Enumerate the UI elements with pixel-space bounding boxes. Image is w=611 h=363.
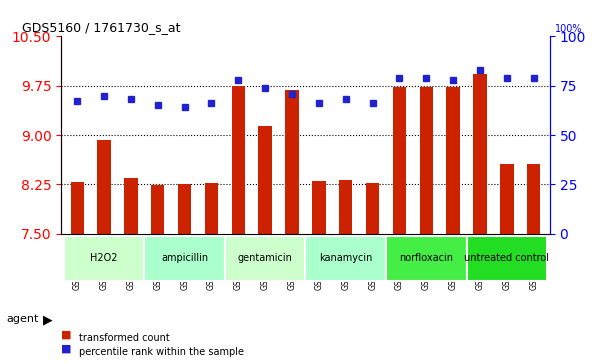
Bar (151, 185, 164, 234)
Text: percentile rank within the sample: percentile rank within the sample (79, 347, 244, 357)
Bar (70, 183, 84, 234)
Bar (312, 181, 326, 234)
FancyBboxPatch shape (467, 236, 547, 281)
Text: kanamycin: kanamycin (319, 253, 373, 264)
Bar (258, 126, 272, 234)
FancyBboxPatch shape (386, 236, 467, 281)
FancyBboxPatch shape (306, 236, 386, 281)
Text: agent: agent (6, 314, 38, 325)
Text: ■: ■ (61, 344, 71, 354)
Text: transformed count: transformed count (79, 333, 170, 343)
Bar (339, 180, 353, 234)
Text: ■: ■ (61, 330, 71, 340)
Bar (205, 183, 218, 234)
Text: ampicillin: ampicillin (161, 253, 208, 264)
Bar (393, 87, 406, 234)
Bar (500, 164, 514, 234)
Text: untreated control: untreated control (464, 253, 549, 264)
Text: ▶: ▶ (43, 313, 53, 326)
Bar (285, 90, 299, 234)
Bar (97, 140, 111, 234)
Bar (420, 87, 433, 234)
Bar (527, 164, 541, 234)
Text: norfloxacin: norfloxacin (400, 253, 453, 264)
Text: H2O2: H2O2 (90, 253, 118, 264)
Bar (474, 74, 487, 234)
FancyBboxPatch shape (144, 236, 225, 281)
FancyBboxPatch shape (225, 236, 306, 281)
FancyBboxPatch shape (64, 236, 144, 281)
Bar (178, 184, 191, 234)
Bar (124, 178, 137, 234)
Bar (447, 87, 460, 234)
Text: GDS5160 / 1761730_s_at: GDS5160 / 1761730_s_at (22, 21, 180, 34)
Text: gentamicin: gentamicin (238, 253, 293, 264)
Text: 100%: 100% (555, 24, 582, 34)
Bar (232, 86, 245, 234)
Bar (366, 183, 379, 234)
